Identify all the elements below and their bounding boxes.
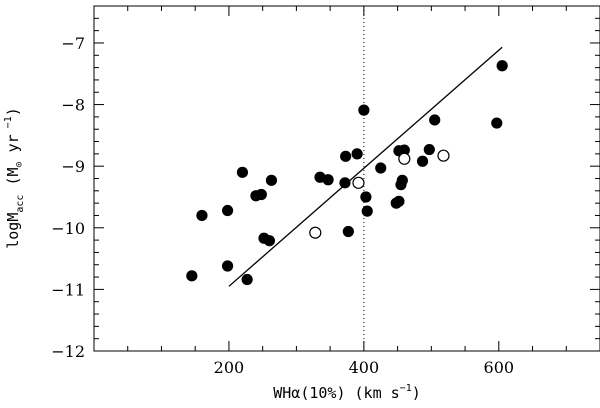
y-axis-title-mid: (M xyxy=(4,167,22,194)
y-axis-title-unit: yr xyxy=(4,134,22,161)
filled-circle-point xyxy=(221,204,234,217)
filled-circle-point xyxy=(255,188,267,201)
data-points xyxy=(186,60,508,286)
x-axis-title-sup: −1 xyxy=(400,383,412,394)
y-axis-title: logMacc (M⊙ yr −1) xyxy=(3,107,26,249)
filled-circle-point xyxy=(393,195,405,207)
filled-circle-point xyxy=(360,191,372,203)
x-tick-label: 400 xyxy=(349,358,380,377)
filled-circle-point xyxy=(429,114,441,126)
y-tick-label: −7 xyxy=(61,34,85,53)
filled-circle-point xyxy=(236,166,249,178)
x-axis-title-suffix: ) xyxy=(412,384,421,402)
y-tick-label: −10 xyxy=(51,219,85,238)
x-tick-label: 200 xyxy=(214,358,245,377)
filled-circle-point xyxy=(339,177,351,189)
open-circle-point xyxy=(309,226,322,239)
filled-circle-point xyxy=(263,235,276,247)
x-tick-label: 600 xyxy=(484,358,515,377)
filled-circle-point xyxy=(416,155,429,167)
open-circle-point xyxy=(398,152,411,165)
filled-circle-point xyxy=(358,104,370,116)
y-axis-title-prefix: logM xyxy=(4,213,22,249)
filled-circle-point xyxy=(361,205,373,217)
filled-circle-point xyxy=(491,117,503,129)
y-tick-label: −8 xyxy=(61,96,85,115)
x-axis-title-main: WHα(10%) (km s xyxy=(273,384,399,402)
filled-circle-point xyxy=(241,273,253,286)
filled-circle-point xyxy=(396,174,408,186)
x-axis-title: WHα(10%) (km s−1) xyxy=(273,383,421,402)
filled-circle-point xyxy=(265,174,278,186)
filled-circle-point xyxy=(196,209,208,222)
y-tick-label: −12 xyxy=(51,342,85,361)
open-circle-point xyxy=(352,176,365,189)
filled-circle-point xyxy=(221,260,234,272)
sun-symbol-icon: ⊙ xyxy=(14,161,25,167)
filled-circle-point xyxy=(340,150,352,162)
filled-circle-point xyxy=(351,148,363,160)
filled-circle-point xyxy=(186,270,198,282)
filled-circle-point xyxy=(375,162,387,174)
open-circle-point xyxy=(437,149,450,162)
fit-line xyxy=(228,46,503,287)
filled-circle-point xyxy=(342,225,354,238)
filled-circle-point xyxy=(496,60,508,72)
y-axis-title-suffix: ) xyxy=(4,107,22,116)
y-tick-label: −9 xyxy=(61,157,85,176)
filled-circle-point xyxy=(322,174,334,186)
y-axis-title-sub: acc xyxy=(15,195,26,213)
y-tick-label: −11 xyxy=(51,280,85,299)
axis-ticks xyxy=(94,6,600,351)
tick-labels: 200 400 600 −7 −8 −9 −10 −11 −12 xyxy=(51,34,514,377)
y-axis-title-sup: −1 xyxy=(3,116,14,134)
filled-circle-point xyxy=(423,143,435,156)
